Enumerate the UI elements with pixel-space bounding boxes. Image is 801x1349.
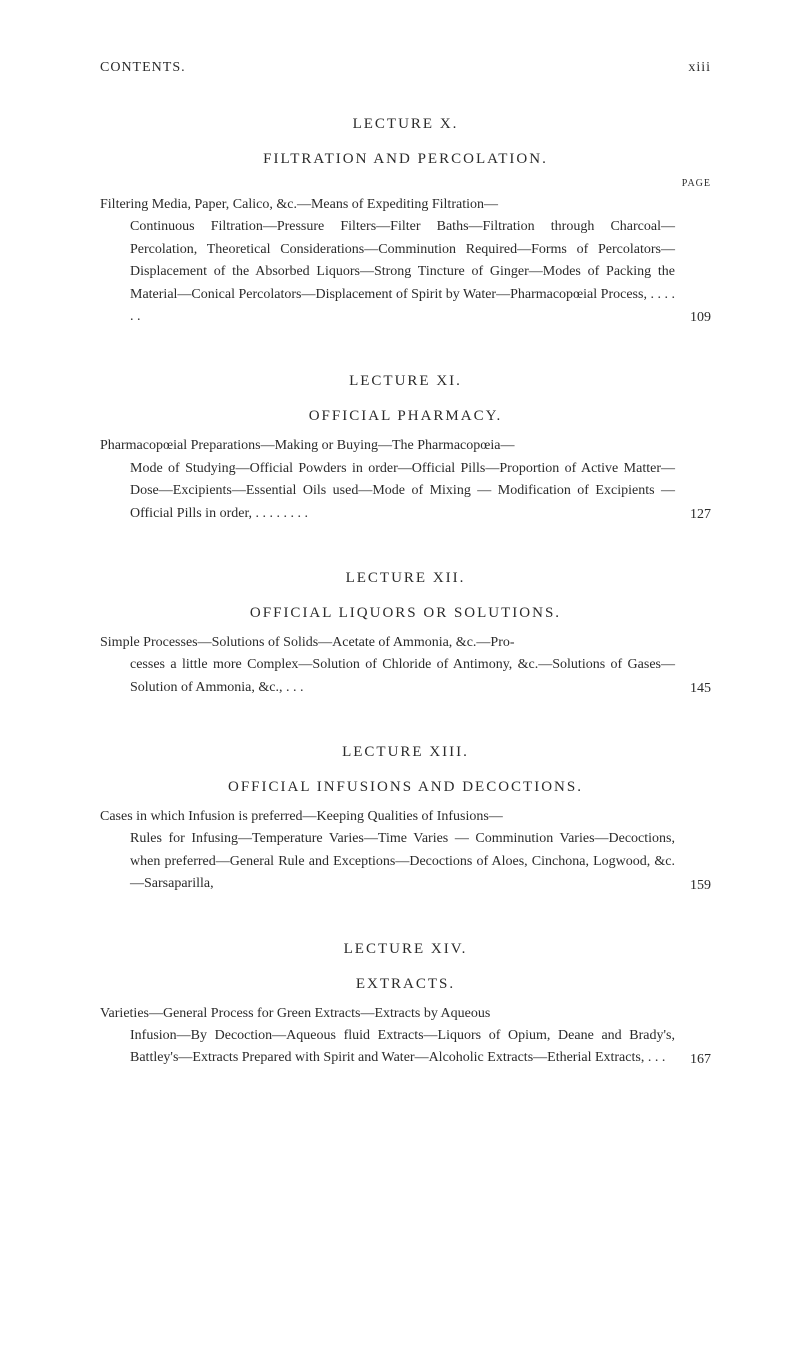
entry-page-number: 127 bbox=[690, 507, 711, 525]
lecture-title: LECTURE X. bbox=[100, 116, 711, 133]
section-title: OFFICIAL PHARMACY. bbox=[100, 408, 711, 425]
entry-first-line: Pharmacopœial Preparations—Making or Buy… bbox=[100, 435, 675, 457]
lecture-section: LECTURE X. FILTRATION AND PERCOLATION. PAG… bbox=[100, 116, 711, 328]
entry-rest: Continuous Filtration—Pressure Filters—F… bbox=[100, 216, 675, 328]
entry-first-line: Filtering Media, Paper, Calico, &c.—Mean… bbox=[100, 194, 675, 216]
entry-first-line: Varieties—General Process for Green Extr… bbox=[100, 1003, 675, 1025]
entry-text: Simple Processes—Solutions of Solids—Ace… bbox=[100, 632, 675, 699]
lecture-section: LECTURE XII. OFFICIAL LIQUORS OR SOLUTION… bbox=[100, 570, 711, 699]
section-title: OFFICIAL INFUSIONS AND DECOCTIONS. bbox=[100, 779, 711, 796]
entry-row: Simple Processes—Solutions of Solids—Ace… bbox=[100, 632, 711, 699]
entry-page-number: 159 bbox=[690, 878, 711, 896]
entry-row: Pharmacopœial Preparations—Making or Buy… bbox=[100, 435, 711, 525]
lecture-title: LECTURE XIV. bbox=[100, 941, 711, 958]
entry-rest: Rules for Infusing—Temperature Varies—Ti… bbox=[100, 828, 675, 895]
entry-text: Filtering Media, Paper, Calico, &c.—Mean… bbox=[100, 194, 675, 328]
section-title: OFFICIAL LIQUORS OR SOLUTIONS. bbox=[100, 605, 711, 622]
entry-text: Varieties—General Process for Green Extr… bbox=[100, 1003, 675, 1070]
page-column-label: PAGE bbox=[100, 178, 711, 189]
lectures-container: LECTURE X. FILTRATION AND PERCOLATION. PAG… bbox=[100, 116, 711, 1070]
entry-page-number: 145 bbox=[690, 681, 711, 699]
entry-page-number: 109 bbox=[690, 310, 711, 328]
section-title: FILTRATION AND PERCOLATION. bbox=[100, 151, 711, 168]
lecture-section: LECTURE XI. OFFICIAL PHARMACY. Pharmacopœi… bbox=[100, 373, 711, 525]
entry-row: Filtering Media, Paper, Calico, &c.—Mean… bbox=[100, 194, 711, 328]
lecture-section: LECTURE XIV. EXTRACTS. Varieties—General P… bbox=[100, 941, 711, 1070]
entry-rest: cesses a little more Complex—Solution of… bbox=[100, 654, 675, 699]
lecture-title: LECTURE XII. bbox=[100, 570, 711, 587]
entry-rest: Mode of Studying—Official Powders in ord… bbox=[100, 458, 675, 525]
header-title: CONTENTS. bbox=[100, 60, 186, 76]
entry-text: Pharmacopœial Preparations—Making or Buy… bbox=[100, 435, 675, 525]
entry-page-number: 167 bbox=[690, 1052, 711, 1070]
lecture-title: LECTURE XI. bbox=[100, 373, 711, 390]
entry-first-line: Cases in which Infusion is preferred—Kee… bbox=[100, 806, 675, 828]
lecture-title: LECTURE XIII. bbox=[100, 744, 711, 761]
entry-first-line: Simple Processes—Solutions of Solids—Ace… bbox=[100, 632, 675, 654]
lecture-section: LECTURE XIII. OFFICIAL INFUSIONS AND DECO… bbox=[100, 744, 711, 896]
page-number-roman: xiii bbox=[688, 60, 711, 76]
entry-row: Cases in which Infusion is preferred—Kee… bbox=[100, 806, 711, 896]
entry-rest: Infusion—By Decoction—Aqueous fluid Extr… bbox=[100, 1025, 675, 1070]
page-header: CONTENTS. xiii bbox=[100, 60, 711, 76]
entry-text: Cases in which Infusion is preferred—Kee… bbox=[100, 806, 675, 896]
entry-row: Varieties—General Process for Green Extr… bbox=[100, 1003, 711, 1070]
section-title: EXTRACTS. bbox=[100, 976, 711, 993]
